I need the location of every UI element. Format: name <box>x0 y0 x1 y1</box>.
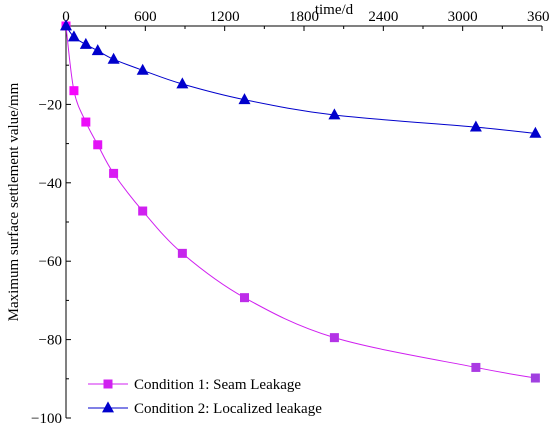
data-point <box>60 19 72 31</box>
series-2 <box>60 19 542 138</box>
data-point <box>471 362 481 372</box>
x-tick-label: 3000 <box>448 9 478 25</box>
x-tick-label: 0 <box>62 9 70 25</box>
data-point <box>107 52 120 64</box>
data-point <box>138 206 148 216</box>
data-point <box>69 86 79 96</box>
y-tick-label: −80 <box>39 333 62 349</box>
data-point <box>93 140 103 150</box>
data-point <box>328 108 341 120</box>
data-point <box>529 126 542 138</box>
data-point <box>91 44 104 56</box>
x-tick-label: 600 <box>134 9 157 25</box>
plot-area: 0 600 1200 1800 2400 3000 3600 −20 −40 −60 −80 −100 <box>31 9 550 427</box>
data-point <box>79 37 92 49</box>
x-tick-label: 2400 <box>368 9 398 25</box>
series-1 <box>61 21 540 383</box>
y-axis-title: Maximum surface settlement value/mm <box>6 82 22 321</box>
x-tick-label: 1800 <box>289 9 319 25</box>
y-tick-label: −100 <box>31 411 62 427</box>
legend-label: Condition 2: Localized leakage <box>134 401 322 417</box>
data-point <box>177 248 187 258</box>
data-point <box>530 373 540 383</box>
x-tick-label: 3600 <box>527 9 550 25</box>
data-point <box>329 333 339 343</box>
y-tick-label: −40 <box>39 176 62 192</box>
x-axis-title: time/d <box>315 2 354 18</box>
y-tick-label: −20 <box>39 97 62 113</box>
data-point <box>109 168 119 178</box>
series-line <box>65 25 536 379</box>
data-point <box>136 63 149 75</box>
data-point <box>469 120 482 132</box>
legend-marker <box>102 401 114 413</box>
legend-label: Condition 1: Seam Leakage <box>134 377 301 393</box>
data-point <box>238 93 251 105</box>
data-point <box>81 117 91 127</box>
legend-marker <box>103 379 113 389</box>
data-point <box>67 30 80 42</box>
y-tick-label: −60 <box>39 254 62 270</box>
legend: Condition 1: Seam Leakage Condition 2: Lo… <box>88 377 322 417</box>
series-line <box>65 25 536 134</box>
data-point <box>240 293 249 303</box>
x-tick-label: 1200 <box>210 9 240 25</box>
data-point <box>176 77 189 89</box>
